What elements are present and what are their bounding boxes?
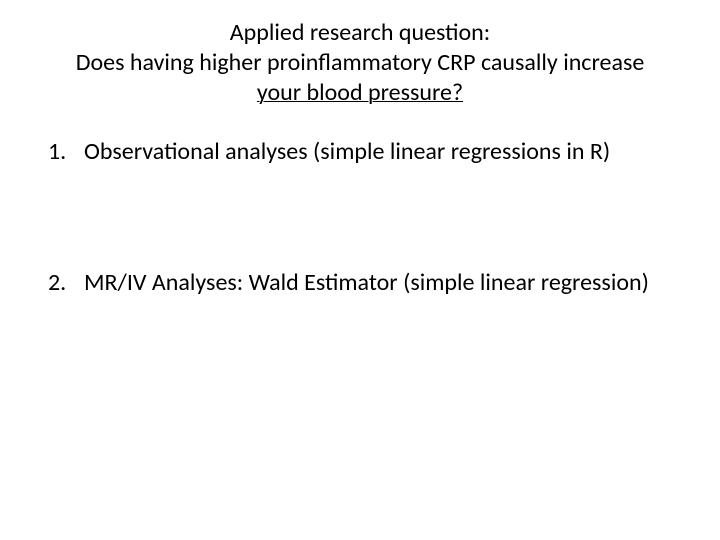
slide-title: Applied research question: Does having h…: [24, 18, 696, 108]
list-number: 1.: [48, 136, 76, 167]
numbered-list: 1. Observational analyses (simple linear…: [24, 136, 696, 298]
title-line-2: Does having higher proinflammatory CRP c…: [34, 48, 686, 78]
list-item: 2. MR/IV Analyses: Wald Estimator (simpl…: [48, 267, 686, 298]
list-number: 2.: [48, 267, 76, 298]
list-text: MR/IV Analyses: Wald Estimator (simple l…: [84, 267, 686, 298]
list-item: 1. Observational analyses (simple linear…: [48, 136, 686, 167]
title-line-1: Applied research question:: [34, 18, 686, 48]
title-line-3: your blood pressure?: [34, 78, 686, 108]
list-text: Observational analyses (simple linear re…: [84, 136, 686, 167]
